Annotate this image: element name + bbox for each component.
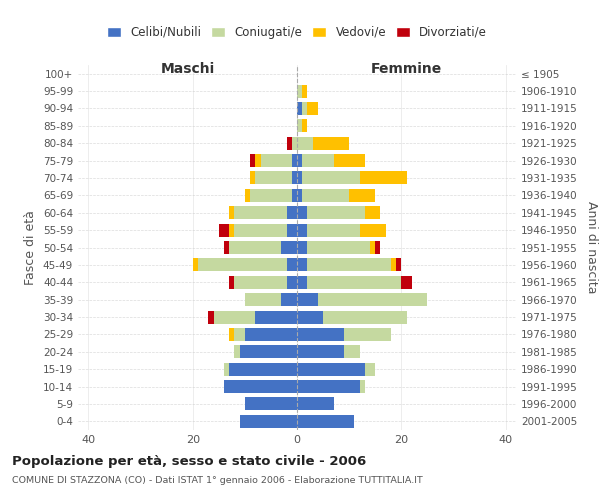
Bar	[297, 346, 344, 358]
Text: COMUNE DI STAZZONA (CO) - Dati ISTAT 1° gennaio 2006 - Elaborazione TUTTITALIA.I: COMUNE DI STAZZONA (CO) - Dati ISTAT 1° …	[12, 476, 423, 485]
Bar	[313, 136, 349, 149]
Bar	[302, 172, 359, 184]
Bar	[287, 206, 297, 220]
Bar	[349, 189, 375, 202]
Bar	[307, 206, 365, 220]
Bar	[302, 84, 307, 98]
Bar	[250, 172, 255, 184]
Bar	[323, 310, 407, 324]
Bar	[297, 189, 302, 202]
Bar	[297, 172, 302, 184]
Bar	[224, 380, 297, 393]
Bar	[297, 241, 307, 254]
Bar	[239, 346, 297, 358]
Text: Femmine: Femmine	[371, 62, 442, 76]
Bar	[219, 224, 229, 236]
Bar	[287, 276, 297, 289]
Bar	[235, 328, 245, 341]
Bar	[365, 206, 380, 220]
Bar	[375, 241, 380, 254]
Bar	[287, 258, 297, 272]
Bar	[245, 328, 297, 341]
Bar	[359, 172, 407, 184]
Bar	[292, 172, 297, 184]
Bar	[250, 189, 292, 202]
Bar	[292, 154, 297, 167]
Bar	[391, 258, 396, 272]
Text: Popolazione per età, sesso e stato civile - 2006: Popolazione per età, sesso e stato civil…	[12, 455, 366, 468]
Bar	[297, 310, 323, 324]
Bar	[235, 276, 287, 289]
Bar	[229, 328, 235, 341]
Bar	[297, 206, 307, 220]
Bar	[297, 328, 344, 341]
Bar	[292, 189, 297, 202]
Bar	[198, 258, 287, 272]
Bar	[235, 224, 287, 236]
Bar	[229, 276, 235, 289]
Bar	[224, 362, 229, 376]
Bar	[297, 102, 302, 115]
Bar	[334, 154, 365, 167]
Bar	[287, 136, 292, 149]
Y-axis label: Fasce di età: Fasce di età	[25, 210, 37, 285]
Bar	[239, 415, 297, 428]
Bar	[292, 136, 297, 149]
Bar	[281, 241, 297, 254]
Bar	[344, 346, 359, 358]
Bar	[302, 102, 307, 115]
Bar	[255, 310, 297, 324]
Bar	[344, 328, 391, 341]
Bar	[396, 258, 401, 272]
Bar	[287, 224, 297, 236]
Bar	[214, 310, 255, 324]
Bar	[365, 362, 375, 376]
Bar	[307, 258, 391, 272]
Bar	[302, 154, 334, 167]
Bar	[245, 398, 297, 410]
Bar	[370, 241, 375, 254]
Bar	[281, 293, 297, 306]
Legend: Celibi/Nubili, Coniugati/e, Vedovi/e, Divorziati/e: Celibi/Nubili, Coniugati/e, Vedovi/e, Di…	[102, 21, 492, 44]
Bar	[297, 224, 307, 236]
Bar	[297, 154, 302, 167]
Bar	[255, 154, 260, 167]
Bar	[297, 136, 313, 149]
Bar	[229, 206, 235, 220]
Bar	[297, 293, 318, 306]
Bar	[297, 276, 307, 289]
Bar	[255, 172, 292, 184]
Bar	[297, 258, 307, 272]
Bar	[307, 102, 318, 115]
Bar	[297, 120, 302, 132]
Bar	[297, 415, 355, 428]
Bar	[235, 206, 287, 220]
Bar	[359, 380, 365, 393]
Bar	[302, 120, 307, 132]
Bar	[307, 276, 401, 289]
Y-axis label: Anni di nascita: Anni di nascita	[586, 201, 598, 294]
Bar	[297, 380, 359, 393]
Bar	[229, 362, 297, 376]
Bar	[208, 310, 214, 324]
Bar	[245, 293, 281, 306]
Bar	[307, 241, 370, 254]
Bar	[193, 258, 198, 272]
Bar	[250, 154, 255, 167]
Bar	[297, 362, 365, 376]
Text: Maschi: Maschi	[160, 62, 215, 76]
Bar	[401, 276, 412, 289]
Bar	[318, 293, 427, 306]
Bar	[229, 224, 235, 236]
Bar	[235, 346, 239, 358]
Bar	[229, 241, 281, 254]
Bar	[297, 84, 302, 98]
Bar	[297, 398, 334, 410]
Bar	[260, 154, 292, 167]
Bar	[224, 241, 229, 254]
Bar	[307, 224, 359, 236]
Bar	[359, 224, 386, 236]
Bar	[302, 189, 349, 202]
Bar	[245, 189, 250, 202]
